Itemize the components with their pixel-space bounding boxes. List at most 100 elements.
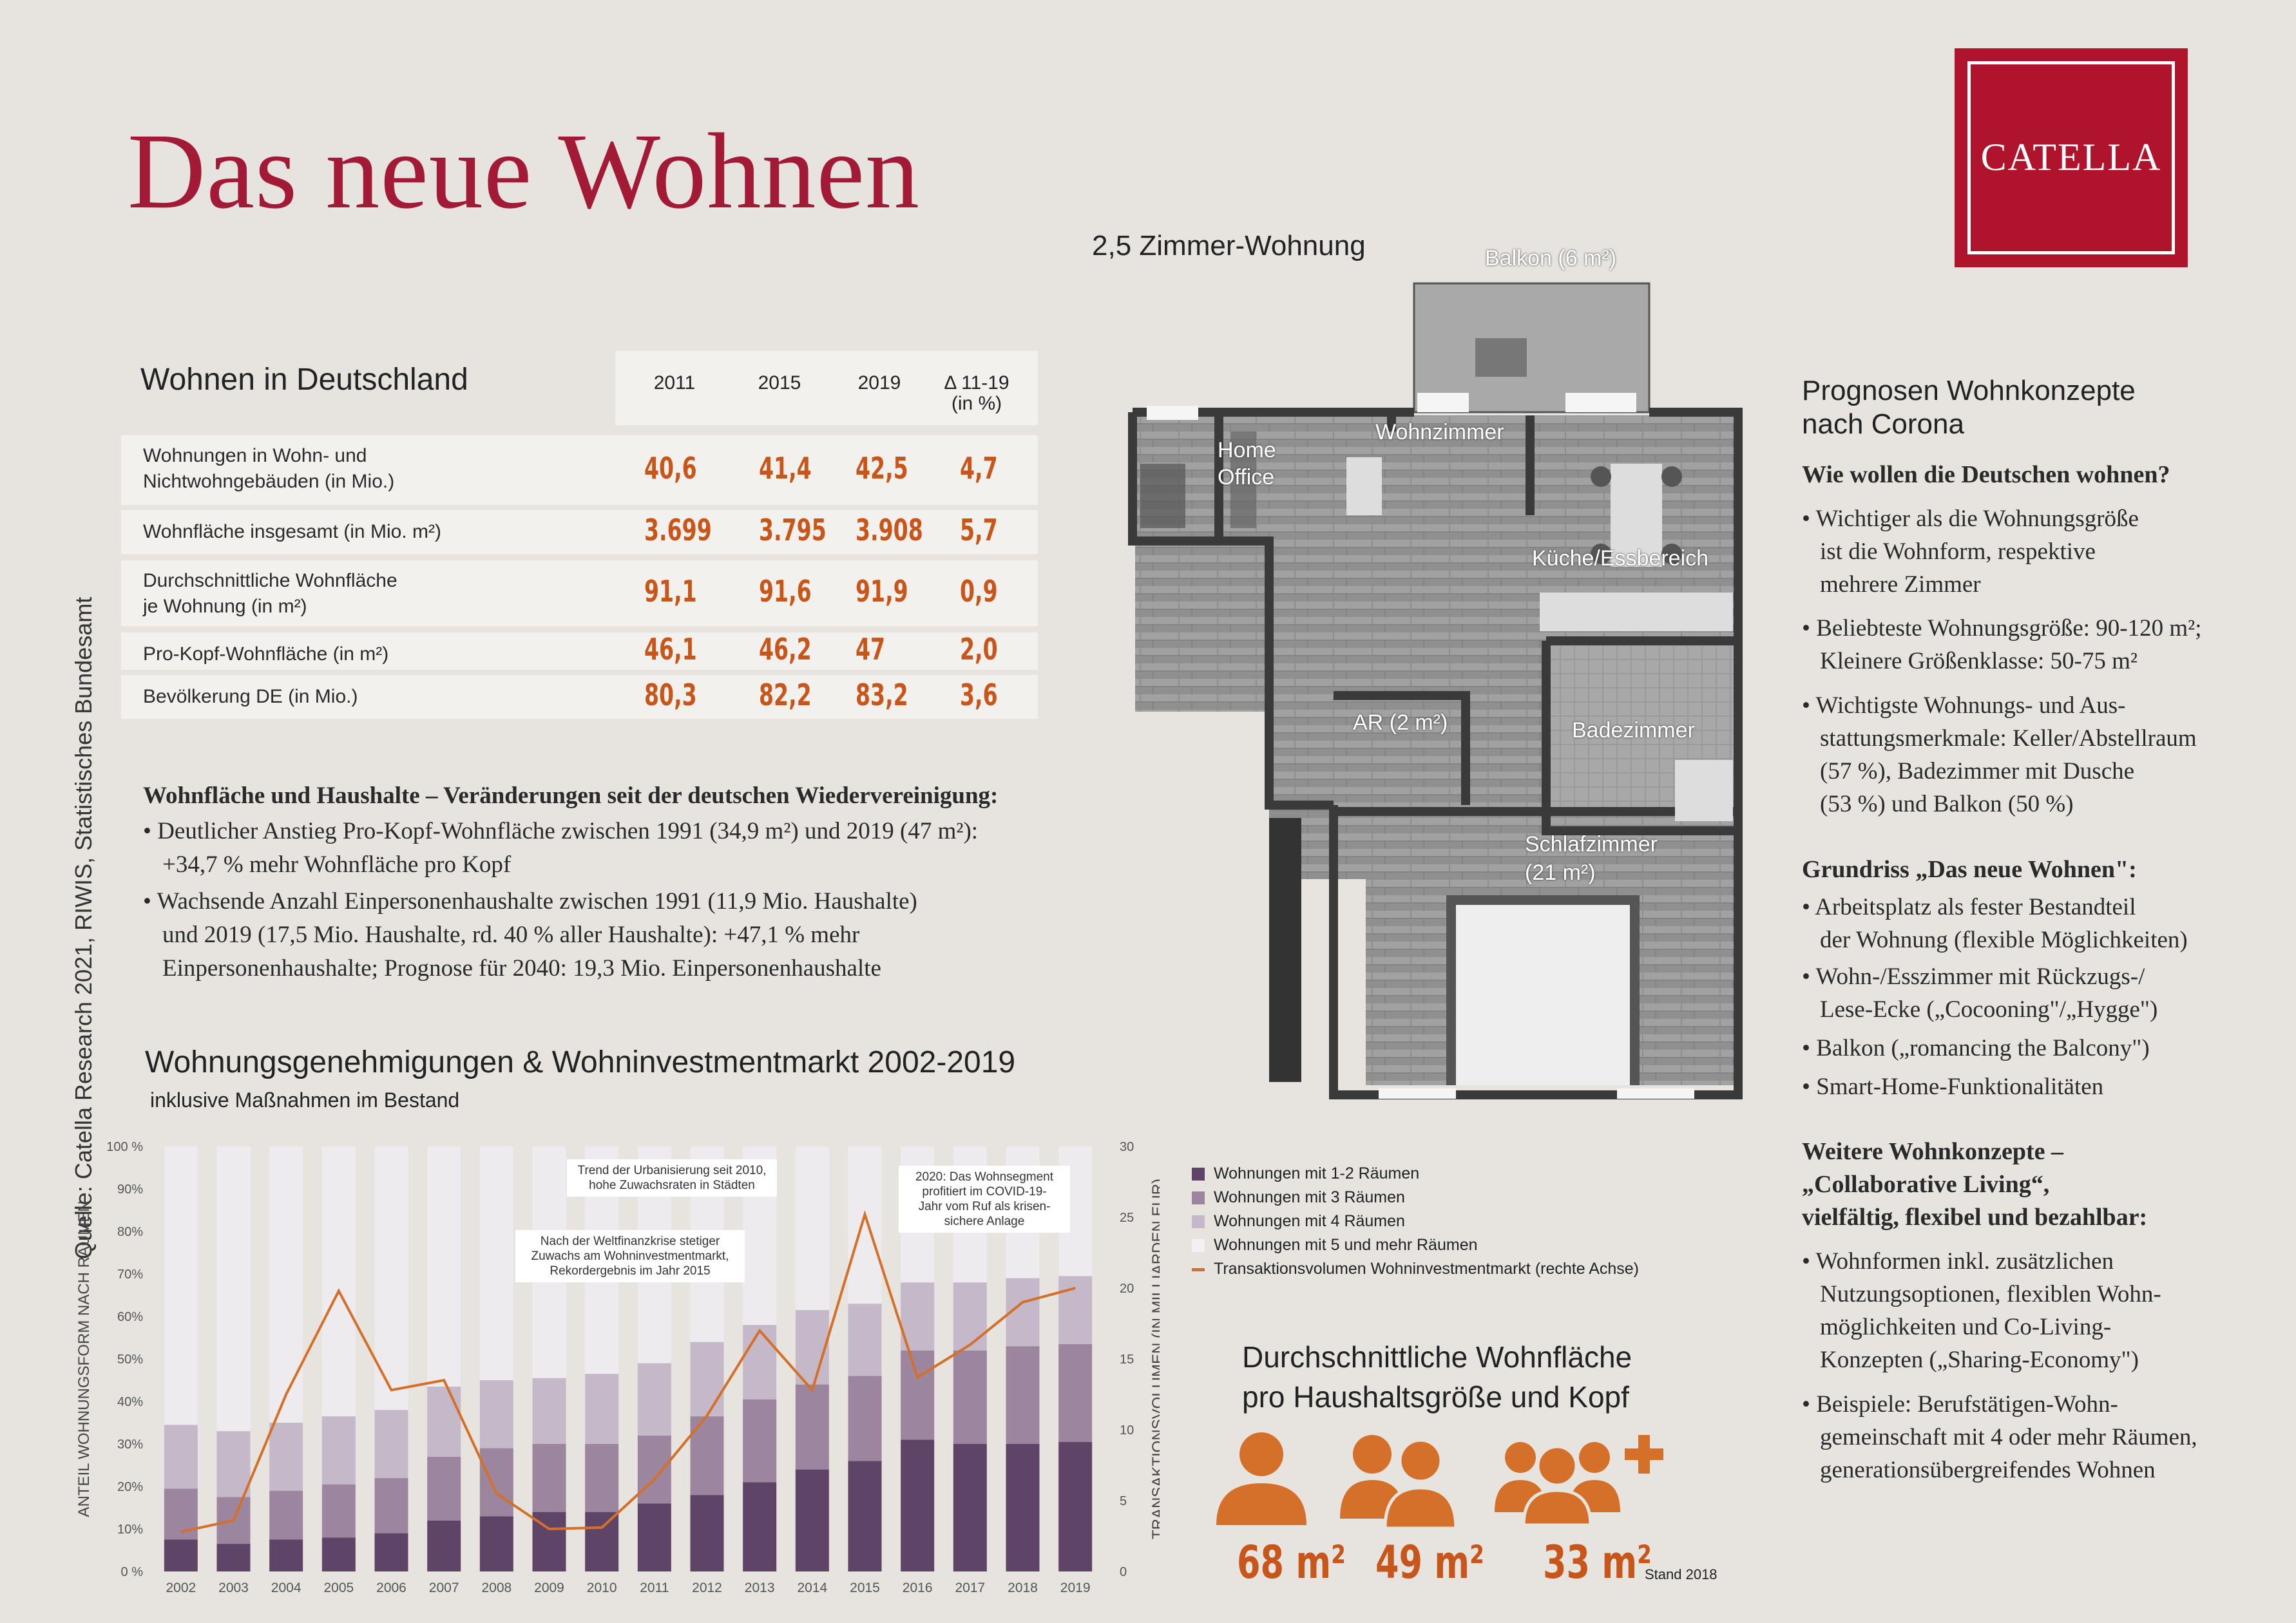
x-tick-label: 2005	[323, 1580, 354, 1595]
col-delta-unit: (in %)	[951, 393, 1002, 414]
bar-segment	[164, 1488, 198, 1540]
y-tick-label: 100 %	[106, 1140, 143, 1154]
right-text-a3: mehrere Zimmer	[1820, 571, 1981, 598]
bar-segment	[795, 1310, 829, 1385]
row-label: Durchschnittliche Wohnfläche je Wohnung (…	[143, 570, 397, 617]
table-title: Wohnen in Deutschland	[140, 363, 468, 397]
households-heading: Wohnfläche und Haushalte – Veränderungen…	[143, 783, 999, 809]
bar-segment	[321, 1537, 356, 1571]
bar-segment	[953, 1282, 987, 1351]
annotation-finanzkrise: Nach der Weltfinanzkrise stetiger Zuwach…	[515, 1230, 745, 1282]
households-bullet-2: • Wachsende Anzahl Einpersonenhaushalte …	[143, 888, 917, 915]
avg-title-1: Durchschnittliche Wohnfläche	[1242, 1340, 1632, 1374]
row-value: 91,6	[759, 574, 812, 609]
bar-segment	[216, 1146, 251, 1432]
table-row	[121, 632, 1038, 670]
right-text-w9: gemeinschaft mit 4 oder mehr Räumen,	[1820, 1424, 2197, 1450]
bar-segment	[427, 1456, 461, 1521]
bar-segment	[795, 1469, 829, 1571]
bar-segment	[479, 1380, 513, 1448]
legend-item-5plus: Wohnungen mit 5 und mehr Räumen	[1192, 1236, 1639, 1255]
bar-segment	[269, 1490, 303, 1540]
bar-segment	[374, 1477, 408, 1533]
avg-title-2: pro Haushaltsgröße und Kopf	[1242, 1380, 1629, 1414]
room-schlaf-2: (21 m²)	[1525, 860, 1596, 885]
room-kueche: Küche/Essbereich	[1532, 546, 1709, 571]
bar-segment	[637, 1363, 671, 1436]
col-2019: 2019	[857, 372, 901, 394]
right-text-a6: • Wichtigste Wohnungs- und Aus-	[1802, 692, 2126, 719]
row-label: Pro-Kopf-Wohnfläche (in m²)	[143, 643, 389, 665]
y-tick-label: 40%	[117, 1395, 143, 1409]
y-right-tick-label: 25	[1120, 1211, 1134, 1225]
bar-segment	[479, 1146, 513, 1380]
legend-item-1-2: Wohnungen mit 1-2 Räumen	[1192, 1164, 1639, 1183]
y-tick-label: 20%	[117, 1480, 143, 1494]
floor-plan	[1128, 282, 1743, 1099]
transaction-volume-line	[180, 1210, 1076, 1533]
right-text-a4: • Beliebteste Wohnungsgröße: 90-120 m²;	[1802, 615, 2202, 641]
right-text-g4: Lese-Ecke („Cocooning"/„Hygge")	[1820, 996, 2158, 1023]
avg-value-1: 68 m²	[1237, 1536, 1346, 1589]
right-text-w7: Konzepten („Sharing-Economy")	[1820, 1347, 2139, 1373]
right-title-1: Prognosen Wohnkonzepte	[1802, 375, 2136, 406]
x-tick-label: 2011	[640, 1580, 669, 1595]
right-text-w4: • Wohnformen inkl. zusätzlichen	[1802, 1248, 2114, 1275]
row-label: Bevölkerung DE (in Mio.)	[143, 686, 358, 707]
right-text-w8: • Beispiele: Berufstätigen-Wohn-	[1802, 1391, 2118, 1418]
bar-segment	[269, 1539, 303, 1571]
bar-segment	[532, 1444, 566, 1512]
col-2011: 2011	[653, 372, 696, 394]
right-text-w6: möglichkeiten und Co-Living-	[1820, 1314, 2112, 1340]
x-tick-label: 2014	[797, 1580, 827, 1595]
table-header-bg	[615, 351, 1038, 425]
page-title: Das neue Wohnen	[128, 111, 921, 231]
bar-segment	[374, 1533, 408, 1571]
chart-subtitle: inklusive Maßnahmen im Bestand	[150, 1088, 460, 1112]
row-value: 91,1	[644, 574, 697, 609]
row-value: 80,3	[644, 678, 697, 712]
avg-value-3: 33 m²	[1543, 1536, 1652, 1589]
annotation-covid: 2020: Das Wohnsegment profitiert im COVI…	[899, 1166, 1070, 1233]
y-tick-label: 10%	[117, 1523, 143, 1537]
chart-title: Wohnungsgenehmigungen & Wohninvestmentma…	[145, 1045, 1016, 1079]
bar-segment	[427, 1520, 461, 1571]
right-text-a2: ist die Wohnform, respektive	[1820, 538, 2096, 565]
bar-segment	[795, 1146, 829, 1311]
bar-segment	[374, 1410, 408, 1478]
avg-stand: Stand 2018	[1645, 1566, 1717, 1582]
bar-segment	[743, 1325, 777, 1400]
bar-segment	[1058, 1441, 1093, 1571]
x-tick-label: 2012	[692, 1580, 722, 1595]
row-value: 83,2	[856, 678, 908, 712]
row-value: 4,7	[960, 451, 998, 486]
right-text-a1: • Wichtiger als die Wohnungsgröße	[1802, 506, 2139, 532]
bar-segment	[690, 1342, 724, 1417]
households-bullet-2c: Einpersonenhaushalte; Prognose für 2040:…	[162, 955, 881, 982]
right-text-w3: vielfältig, flexibel und bezahlbar:	[1802, 1204, 2148, 1231]
bar-segment	[321, 1416, 356, 1485]
legend-item-3: Wohnungen mit 3 Räumen	[1192, 1188, 1639, 1207]
person-2-icon	[1340, 1435, 1458, 1530]
right-text-w2: „Collaborative Living“,	[1802, 1171, 2050, 1198]
y-tick-label: 0 %	[121, 1565, 144, 1579]
right-text-a8: (57 %), Badezimmer mit Dusche	[1820, 758, 2135, 784]
annotation-urbanisierung: Trend der Urbanisierung seit 2010, hohe …	[567, 1159, 777, 1197]
x-tick-label: 2002	[166, 1580, 196, 1595]
x-tick-label: 2009	[534, 1580, 564, 1595]
x-tick-label: 2010	[587, 1580, 617, 1595]
y-tick-label: 60%	[117, 1310, 143, 1324]
row-value: 47	[856, 632, 886, 667]
right-text-a7: stattungsmerkmale: Keller/Abstellraum	[1820, 725, 2197, 752]
bar-segment	[953, 1350, 987, 1444]
x-tick-label: 2004	[271, 1580, 301, 1595]
bar-segment	[1058, 1276, 1093, 1344]
bar-segment	[1006, 1444, 1040, 1571]
bar-segment	[848, 1304, 882, 1376]
col-delta: Δ 11-19	[944, 372, 1009, 394]
row-value: 42,5	[856, 451, 908, 486]
right-text-g3: • Wohn-/Esszimmer mit Rückzugs-/	[1802, 963, 2145, 990]
logo-text: CATELLA	[1980, 136, 2162, 178]
row-value: 46,2	[759, 632, 812, 667]
y-tick-label: 30%	[117, 1438, 143, 1452]
